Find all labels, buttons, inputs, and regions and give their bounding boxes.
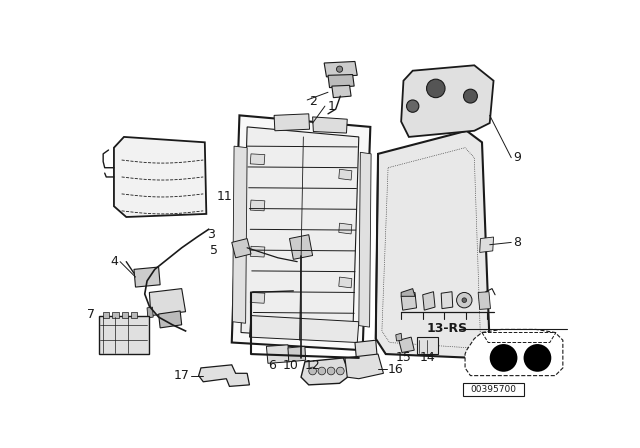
Polygon shape bbox=[478, 292, 490, 310]
Polygon shape bbox=[324, 61, 357, 77]
Text: 4: 4 bbox=[111, 255, 118, 268]
Polygon shape bbox=[250, 293, 265, 303]
Bar bbox=[122, 312, 128, 318]
Bar bbox=[113, 312, 118, 318]
Polygon shape bbox=[332, 85, 351, 98]
Text: 2: 2 bbox=[308, 95, 317, 108]
Circle shape bbox=[327, 367, 335, 375]
Bar bbox=[417, 337, 438, 354]
Text: 13-RS: 13-RS bbox=[427, 322, 468, 335]
Polygon shape bbox=[149, 289, 186, 315]
Polygon shape bbox=[401, 65, 493, 137]
Circle shape bbox=[406, 100, 419, 112]
Bar bbox=[131, 312, 137, 318]
Polygon shape bbox=[159, 311, 182, 328]
Text: 00395700: 00395700 bbox=[470, 385, 516, 394]
Polygon shape bbox=[114, 137, 206, 217]
Polygon shape bbox=[396, 333, 402, 341]
Circle shape bbox=[337, 66, 342, 72]
Bar bbox=[463, 383, 524, 396]
Text: 10: 10 bbox=[283, 359, 299, 372]
Polygon shape bbox=[250, 200, 265, 211]
Polygon shape bbox=[441, 292, 452, 309]
Bar bbox=[99, 315, 148, 354]
Bar bbox=[103, 312, 109, 318]
Polygon shape bbox=[401, 293, 417, 310]
Circle shape bbox=[308, 367, 316, 375]
Polygon shape bbox=[232, 238, 251, 258]
Polygon shape bbox=[198, 365, 250, 386]
Polygon shape bbox=[274, 114, 310, 131]
Polygon shape bbox=[232, 116, 371, 350]
Circle shape bbox=[462, 298, 467, 302]
Polygon shape bbox=[250, 315, 359, 343]
Text: 16: 16 bbox=[388, 363, 404, 376]
Circle shape bbox=[337, 367, 344, 375]
Text: 7: 7 bbox=[88, 307, 95, 320]
Text: 12: 12 bbox=[305, 359, 321, 372]
Circle shape bbox=[463, 89, 477, 103]
Polygon shape bbox=[480, 237, 493, 252]
Polygon shape bbox=[359, 152, 371, 327]
Circle shape bbox=[490, 344, 517, 372]
Text: 11: 11 bbox=[216, 190, 232, 202]
Polygon shape bbox=[401, 289, 415, 296]
Text: 15: 15 bbox=[396, 351, 412, 364]
Circle shape bbox=[427, 79, 445, 98]
Text: 3: 3 bbox=[207, 228, 215, 241]
Polygon shape bbox=[301, 358, 349, 385]
Polygon shape bbox=[134, 267, 160, 287]
Polygon shape bbox=[288, 346, 306, 362]
Polygon shape bbox=[422, 292, 435, 310]
Circle shape bbox=[318, 367, 326, 375]
Polygon shape bbox=[376, 131, 490, 358]
Text: 5: 5 bbox=[210, 244, 218, 257]
Text: 9: 9 bbox=[513, 151, 521, 164]
Polygon shape bbox=[250, 154, 265, 165]
Polygon shape bbox=[399, 337, 414, 353]
Text: 17: 17 bbox=[173, 369, 189, 382]
Text: 8: 8 bbox=[513, 236, 521, 249]
Polygon shape bbox=[355, 340, 378, 360]
Text: 6: 6 bbox=[269, 359, 276, 372]
Polygon shape bbox=[241, 127, 359, 340]
Polygon shape bbox=[345, 354, 383, 379]
Polygon shape bbox=[266, 345, 289, 363]
Polygon shape bbox=[232, 146, 247, 323]
Polygon shape bbox=[289, 235, 312, 259]
Circle shape bbox=[456, 293, 472, 308]
Polygon shape bbox=[250, 246, 265, 257]
Polygon shape bbox=[312, 117, 348, 133]
Text: 14: 14 bbox=[419, 351, 435, 364]
Polygon shape bbox=[339, 277, 352, 288]
Polygon shape bbox=[465, 329, 563, 375]
Polygon shape bbox=[147, 307, 153, 318]
Polygon shape bbox=[339, 169, 352, 180]
Text: 1: 1 bbox=[328, 99, 336, 112]
Polygon shape bbox=[328, 74, 354, 88]
Circle shape bbox=[524, 344, 551, 372]
Polygon shape bbox=[339, 223, 352, 234]
